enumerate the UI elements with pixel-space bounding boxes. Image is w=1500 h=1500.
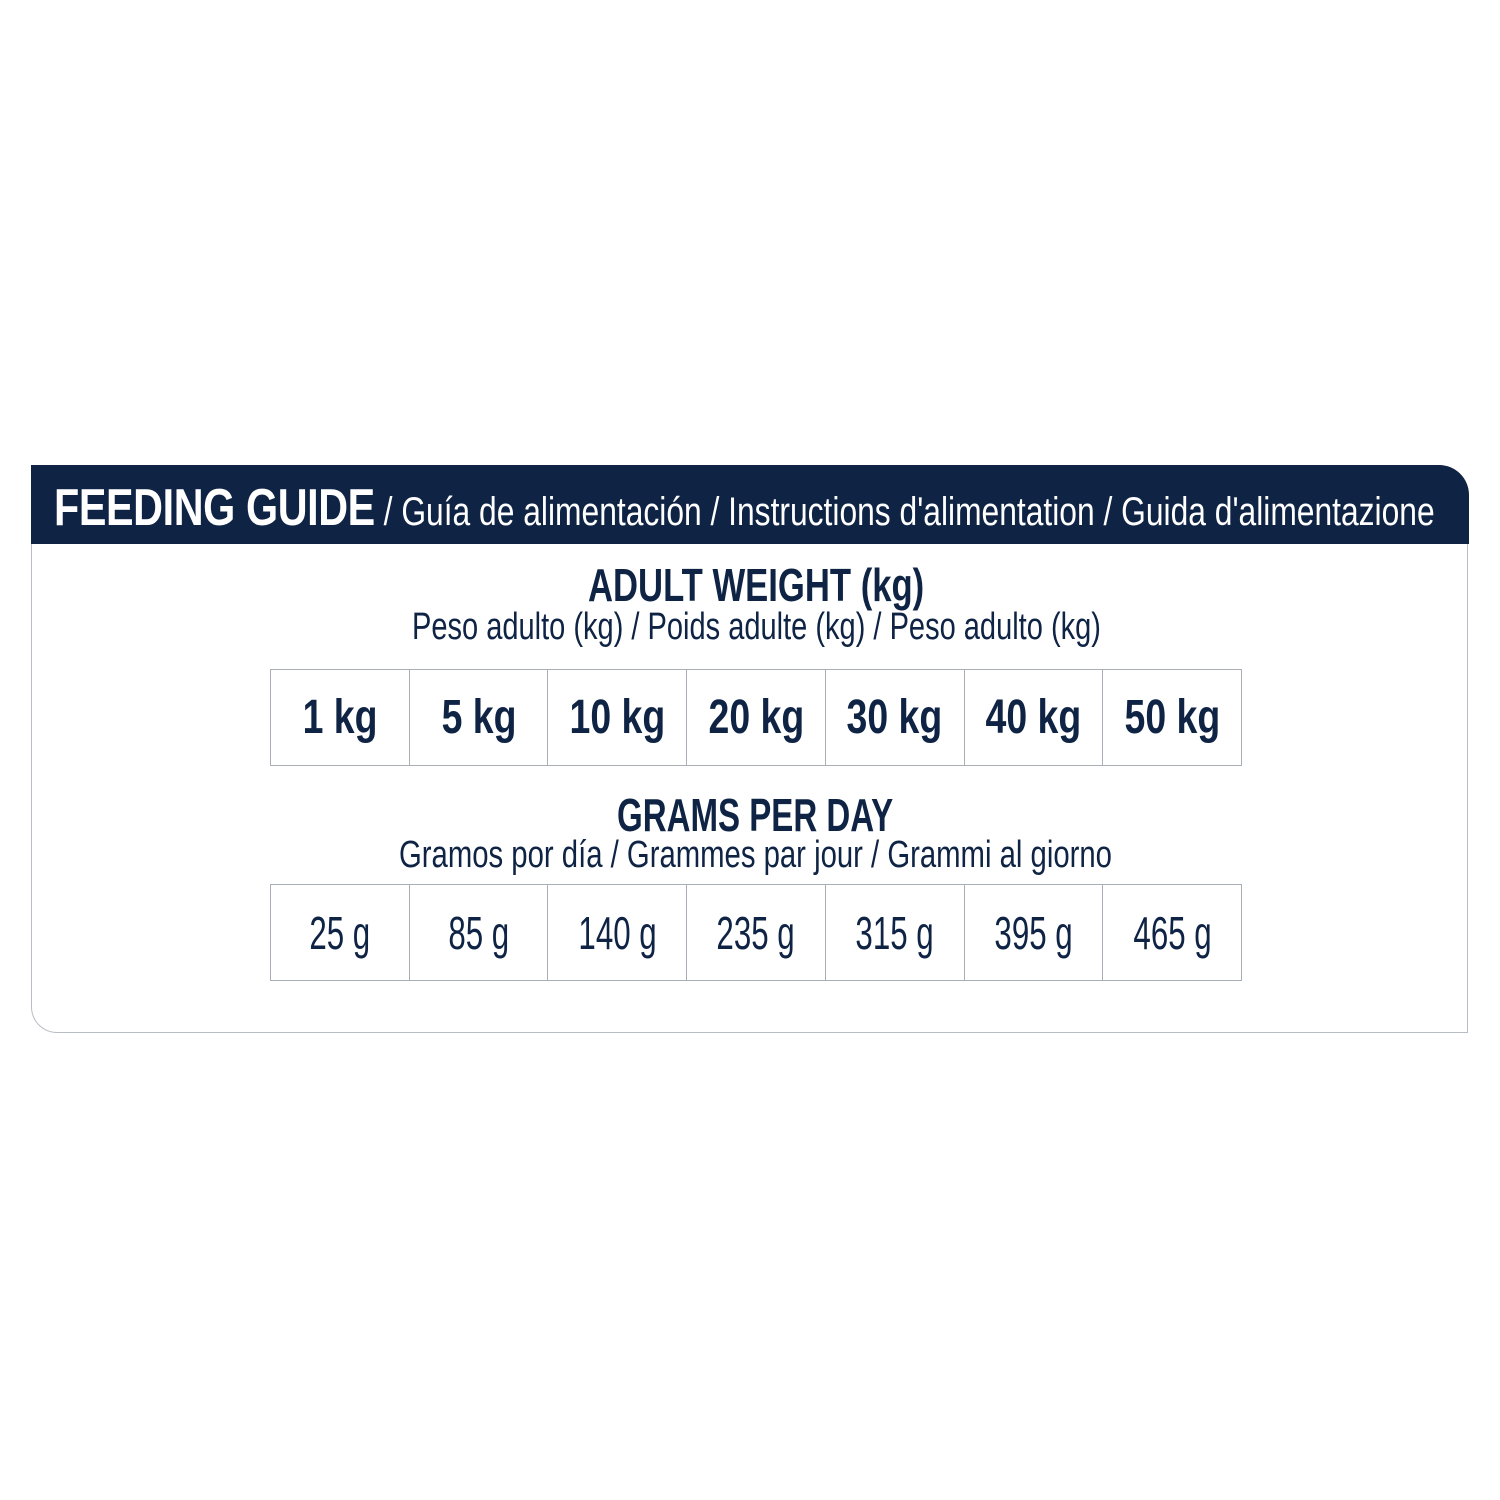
weight-cell: 20 kg	[686, 669, 826, 766]
grams-cell: 465 g	[1102, 884, 1242, 981]
weight-cell: 40 kg	[963, 669, 1104, 766]
grams-per-day-title: GRAMS PER DAY	[617, 789, 894, 841]
grams-table: 25 g 85 g 140 g 235 g 315 g 395 g 465 g	[270, 884, 1242, 981]
weight-cell: 30 kg	[824, 669, 965, 766]
header-translations: / Guía de alimentación / Instructions d'…	[374, 490, 1435, 534]
adult-weight-subtitle: Peso adulto (kg) / Poids adulte (kg) / P…	[411, 606, 1101, 648]
grams-cell: 395 g	[963, 884, 1104, 981]
grams-cell: 235 g	[686, 884, 826, 981]
grams-cell: 140 g	[547, 884, 688, 981]
feeding-guide-card	[31, 465, 1468, 1033]
feeding-guide-title: FEEDING GUIDE	[54, 479, 375, 537]
weight-cell: 5 kg	[408, 669, 549, 766]
weight-cell: 1 kg	[270, 669, 410, 766]
grams-cell: 315 g	[824, 884, 965, 981]
adult-weight-title: ADULT WEIGHT (kg)	[588, 559, 925, 611]
weight-table: 1 kg 5 kg 10 kg 20 kg 30 kg 40 kg 50 kg	[270, 669, 1242, 766]
grams-per-day-subtitle: Gramos por día / Grammes par jour / Gram…	[398, 834, 1112, 876]
grams-cell: 25 g	[270, 884, 410, 981]
header-band	[31, 465, 1469, 544]
weight-cell: 10 kg	[547, 669, 688, 766]
grams-cell: 85 g	[408, 884, 549, 981]
header-title: FEEDING GUIDE / Guía de alimentación / I…	[54, 478, 1435, 538]
weight-cell: 50 kg	[1102, 669, 1242, 766]
